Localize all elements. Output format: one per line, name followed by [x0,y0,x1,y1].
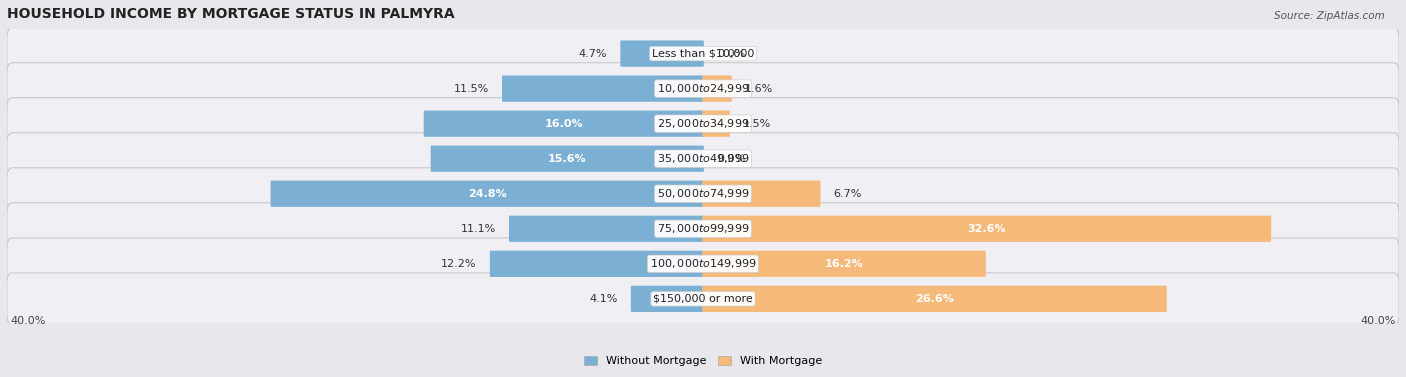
FancyBboxPatch shape [702,286,1167,312]
Text: 15.6%: 15.6% [548,154,586,164]
FancyBboxPatch shape [7,238,1399,290]
FancyBboxPatch shape [702,251,986,277]
FancyBboxPatch shape [7,133,1399,185]
FancyBboxPatch shape [509,216,704,242]
FancyBboxPatch shape [702,75,731,102]
FancyBboxPatch shape [423,110,704,137]
Text: 11.5%: 11.5% [454,84,489,93]
Text: 26.6%: 26.6% [915,294,953,304]
Text: 4.7%: 4.7% [579,49,607,58]
Text: $50,000 to $74,999: $50,000 to $74,999 [657,187,749,200]
Text: 32.6%: 32.6% [967,224,1005,234]
FancyBboxPatch shape [702,181,821,207]
Text: 24.8%: 24.8% [468,189,506,199]
Text: 16.2%: 16.2% [824,259,863,269]
FancyBboxPatch shape [430,146,704,172]
FancyBboxPatch shape [702,216,1271,242]
Text: 16.0%: 16.0% [544,119,583,129]
FancyBboxPatch shape [620,40,704,67]
FancyBboxPatch shape [7,63,1399,115]
FancyBboxPatch shape [7,98,1399,150]
Text: $35,000 to $49,999: $35,000 to $49,999 [657,152,749,165]
FancyBboxPatch shape [502,75,704,102]
Text: 1.6%: 1.6% [745,84,773,93]
FancyBboxPatch shape [7,28,1399,80]
Text: $100,000 to $149,999: $100,000 to $149,999 [650,257,756,270]
Text: $25,000 to $34,999: $25,000 to $34,999 [657,117,749,130]
Text: 12.2%: 12.2% [441,259,477,269]
FancyBboxPatch shape [7,203,1399,255]
Text: $75,000 to $99,999: $75,000 to $99,999 [657,222,749,235]
FancyBboxPatch shape [7,168,1399,220]
Legend: Without Mortgage, With Mortgage: Without Mortgage, With Mortgage [579,352,827,371]
Text: 0.0%: 0.0% [717,154,745,164]
Text: HOUSEHOLD INCOME BY MORTGAGE STATUS IN PALMYRA: HOUSEHOLD INCOME BY MORTGAGE STATUS IN P… [7,7,454,21]
Text: 40.0%: 40.0% [1360,316,1396,326]
Text: 1.5%: 1.5% [742,119,772,129]
Text: Less than $10,000: Less than $10,000 [652,49,754,58]
Text: $10,000 to $24,999: $10,000 to $24,999 [657,82,749,95]
FancyBboxPatch shape [270,181,704,207]
Text: 0.0%: 0.0% [717,49,745,58]
Text: Source: ZipAtlas.com: Source: ZipAtlas.com [1274,11,1385,21]
Text: 11.1%: 11.1% [461,224,496,234]
FancyBboxPatch shape [702,110,730,137]
Text: 40.0%: 40.0% [10,316,46,326]
Text: $150,000 or more: $150,000 or more [654,294,752,304]
FancyBboxPatch shape [631,286,704,312]
Text: 6.7%: 6.7% [834,189,862,199]
FancyBboxPatch shape [7,273,1399,325]
Text: 4.1%: 4.1% [589,294,617,304]
FancyBboxPatch shape [489,251,704,277]
